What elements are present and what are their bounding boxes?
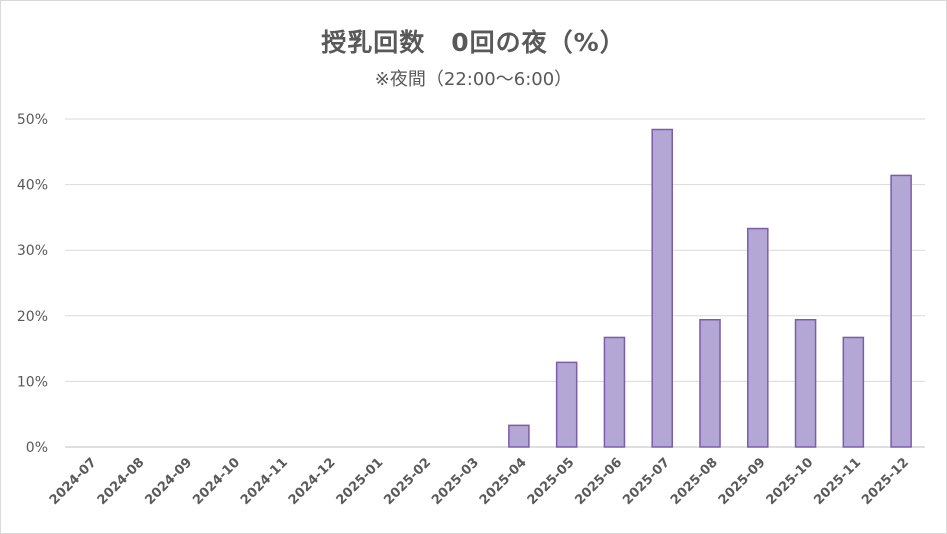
bars bbox=[508, 128, 912, 448]
x-tick-label: 2024-07 bbox=[47, 455, 100, 508]
bar-2025-10 bbox=[794, 318, 817, 448]
x-tick-label: 2024-11 bbox=[238, 455, 291, 508]
x-tick-label: 2025-10 bbox=[764, 455, 817, 508]
x-tick-label: 2025-04 bbox=[477, 455, 530, 508]
x-tick-label: 2025-01 bbox=[334, 455, 387, 508]
x-tick-label: 2025-07 bbox=[620, 455, 673, 508]
bar-2025-06 bbox=[603, 336, 626, 448]
bar-2025-12 bbox=[890, 174, 912, 448]
bar-2025-04 bbox=[508, 424, 530, 448]
x-tick-label: 2025-12 bbox=[859, 455, 912, 508]
y-tick-label: 10% bbox=[17, 374, 48, 390]
gridlines bbox=[65, 118, 925, 448]
x-tick-label: 2024-09 bbox=[142, 455, 195, 508]
x-tick-label: 2024-08 bbox=[95, 455, 148, 508]
x-tick-label: 2025-05 bbox=[525, 455, 578, 508]
x-tick-label: 2025-03 bbox=[429, 455, 482, 508]
bar-2025-11 bbox=[842, 336, 865, 448]
bar-2025-09 bbox=[746, 227, 769, 448]
bar-2025-07 bbox=[651, 128, 674, 448]
y-axis-ticks: 0% 10% 20% 30% 40% 50% bbox=[17, 112, 48, 456]
y-tick-label: 30% bbox=[17, 243, 48, 259]
x-tick-label: 2024-12 bbox=[286, 455, 339, 508]
chart-subtitle: ※夜間（22:00～6:00） bbox=[374, 69, 573, 90]
y-tick-label: 50% bbox=[17, 112, 48, 128]
x-axis-ticks: 2024-072024-082024-092024-102024-112024-… bbox=[47, 455, 912, 508]
x-tick-label: 2025-08 bbox=[668, 455, 721, 508]
bar-2025-05 bbox=[555, 361, 578, 448]
x-tick-label: 2025-11 bbox=[811, 455, 864, 508]
x-tick-label: 2025-02 bbox=[381, 455, 434, 508]
y-tick-label: 0% bbox=[26, 440, 48, 456]
y-tick-label: 40% bbox=[17, 178, 48, 194]
bar-2025-08 bbox=[699, 318, 721, 448]
y-tick-label: 20% bbox=[17, 309, 48, 325]
x-tick-label: 2025-09 bbox=[716, 455, 769, 508]
x-tick-label: 2025-06 bbox=[572, 455, 625, 508]
chart-title: 授乳回数 0回の夜（%） bbox=[321, 28, 626, 57]
x-tick-label: 2024-10 bbox=[190, 455, 243, 508]
